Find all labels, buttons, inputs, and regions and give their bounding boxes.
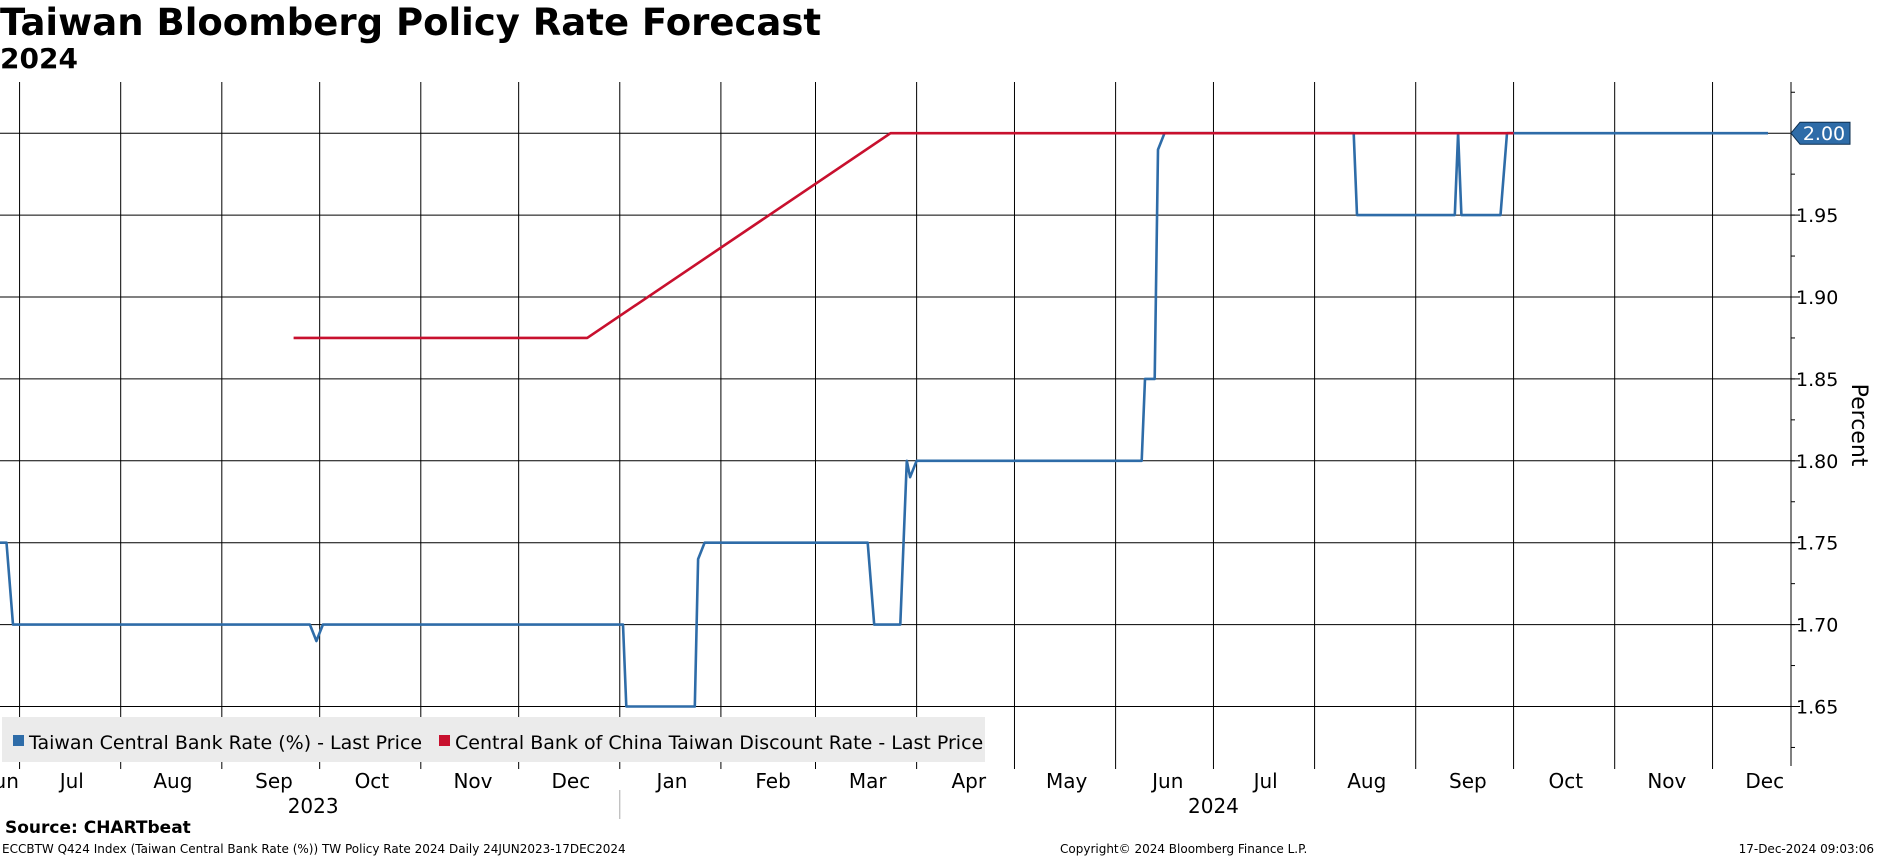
x-tick-label: Jul [58, 769, 84, 793]
legend-box [2, 717, 985, 762]
series-line-discount-rate [293, 131, 1514, 340]
legend-swatch [439, 735, 450, 746]
x-tick-label: Dec [1745, 769, 1784, 793]
y-tick-label: 1.90 [1796, 287, 1838, 309]
x-tick-label: Mar [849, 769, 888, 793]
x-tick-label: Oct [355, 769, 390, 793]
legend-label: Taiwan Central Bank Rate (%) - Last Pric… [28, 732, 422, 754]
x-tick-label: Nov [1647, 769, 1686, 793]
chart-subtitle: 2024 [0, 42, 78, 75]
last-value-tag [1790, 121, 1851, 145]
y-tick-label: 1.85 [1796, 369, 1838, 391]
x-tick-label: May [1046, 769, 1088, 793]
y-axis-label: Percent [1846, 384, 1871, 467]
x-tick-label: Jun [1150, 769, 1183, 793]
x-tick-label: Nov [453, 769, 492, 793]
y-tick-label: 1.80 [1796, 451, 1838, 473]
chart-title: Taiwan Bloomberg Policy Rate Forecast [0, 1, 822, 44]
legend-swatch [13, 735, 24, 746]
x-tick-label: Jul [1252, 769, 1278, 793]
y-tick-label: 1.95 [1796, 205, 1838, 227]
y-tick-label: 1.75 [1796, 533, 1838, 555]
legend-label: Central Bank of China Taiwan Discount Ra… [455, 732, 983, 754]
last-value-label: 2.00 [1803, 123, 1845, 145]
x-tick-label: Dec [551, 769, 590, 793]
series-line-central-bank-rate [0, 131, 1768, 708]
y-tick-label: 1.65 [1796, 697, 1838, 719]
x-tick-label: Apr [952, 769, 987, 793]
footer-description: ECCBTW Q424 Index (Taiwan Central Bank R… [2, 842, 626, 856]
x-tick-label: Aug [153, 769, 192, 793]
x-tick-label: Aug [1347, 769, 1386, 793]
footer-timestamp: 17-Dec-2024 09:03:06 [1738, 842, 1874, 856]
x-tick-label: Jun [0, 769, 19, 793]
x-tick-label: Sep [255, 769, 293, 793]
x-tick-label: Feb [755, 769, 790, 793]
x-tick-label: Oct [1548, 769, 1583, 793]
x-year-label: 2023 [288, 794, 339, 818]
y-tick-label: 1.70 [1796, 615, 1838, 637]
footer-copyright: Copyright© 2024 Bloomberg Finance L.P. [1060, 842, 1308, 856]
source-note: Source: CHARTbeat [5, 818, 191, 838]
x-tick-label: Jan [655, 769, 688, 793]
x-tick-label: Sep [1449, 769, 1487, 793]
x-year-label: 2024 [1188, 794, 1239, 818]
